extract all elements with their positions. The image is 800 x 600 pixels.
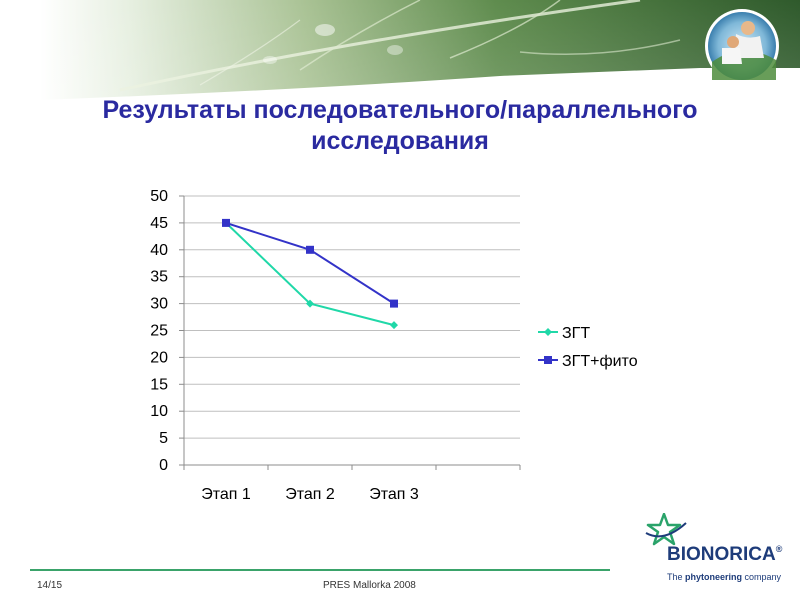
page-number: 14/15 (37, 580, 63, 591)
bionorica-star-icon (645, 513, 687, 546)
legend-label: ЗГТ (562, 325, 590, 342)
y-tick-label: 45 (150, 215, 168, 232)
data-point (306, 245, 314, 254)
x-tick-label: Этап 3 (369, 486, 419, 503)
series-1 (222, 218, 398, 330)
chart-grid (184, 195, 520, 439)
logo-registered: ® (775, 544, 783, 554)
y-tick-label: 35 (150, 269, 168, 286)
data-point (390, 299, 398, 308)
legend-label: ЗГТ+фито (562, 353, 638, 370)
legend-item: ЗГТ (538, 325, 590, 342)
data-point (222, 218, 230, 227)
series-line (225, 221, 395, 305)
series-line (225, 222, 395, 327)
logo-tagline-post: company (742, 572, 782, 582)
chart-series (222, 218, 398, 330)
logo-name: BIONORICA (667, 544, 776, 565)
y-tick-label: 10 (150, 403, 168, 420)
logo-tagline-bold: phytoneering (685, 572, 743, 582)
data-point (544, 328, 552, 336)
family-photo-circle (705, 9, 779, 83)
y-tick-label: 30 (150, 296, 168, 313)
chart-axes (179, 195, 521, 470)
series-2 (222, 218, 398, 308)
legend-item: ЗГТ+фито (538, 353, 638, 370)
data-point (390, 321, 398, 330)
x-tick-label: Этап 2 (285, 486, 335, 503)
y-axis-ticks: 0 5 10 15 20 25 30 35 40 45 50 (150, 188, 168, 474)
y-tick-label: 15 (150, 376, 168, 393)
slide-title: Результаты последовательного/параллельно… (40, 95, 760, 157)
y-tick-label: 5 (159, 430, 168, 447)
y-tick-label: 25 (150, 323, 168, 340)
footer-divider (30, 569, 610, 571)
bionorica-logo: BIONORICA® (667, 544, 782, 566)
slide-title-line1: Результаты последовательного/параллельно… (102, 96, 698, 124)
footer-event: PRES Mallorka 2008 (323, 580, 416, 591)
y-tick-label: 20 (150, 349, 168, 366)
x-tick-label: Этап 1 (201, 486, 251, 503)
data-point (544, 356, 552, 364)
logo-tagline: The phytoneering company (667, 572, 781, 582)
logo-tagline-pre: The (667, 572, 686, 582)
slide-title-line2: исследования (311, 127, 489, 155)
header-banner (0, 0, 800, 100)
y-tick-label: 0 (159, 457, 168, 474)
x-axis-ticks: Этап 1 Этап 2 Этап 3 (201, 486, 419, 503)
data-point (306, 299, 314, 308)
y-tick-label: 50 (150, 188, 168, 205)
chart-legend: ЗГТ ЗГТ+фито (538, 325, 638, 370)
y-tick-label: 40 (150, 242, 168, 259)
